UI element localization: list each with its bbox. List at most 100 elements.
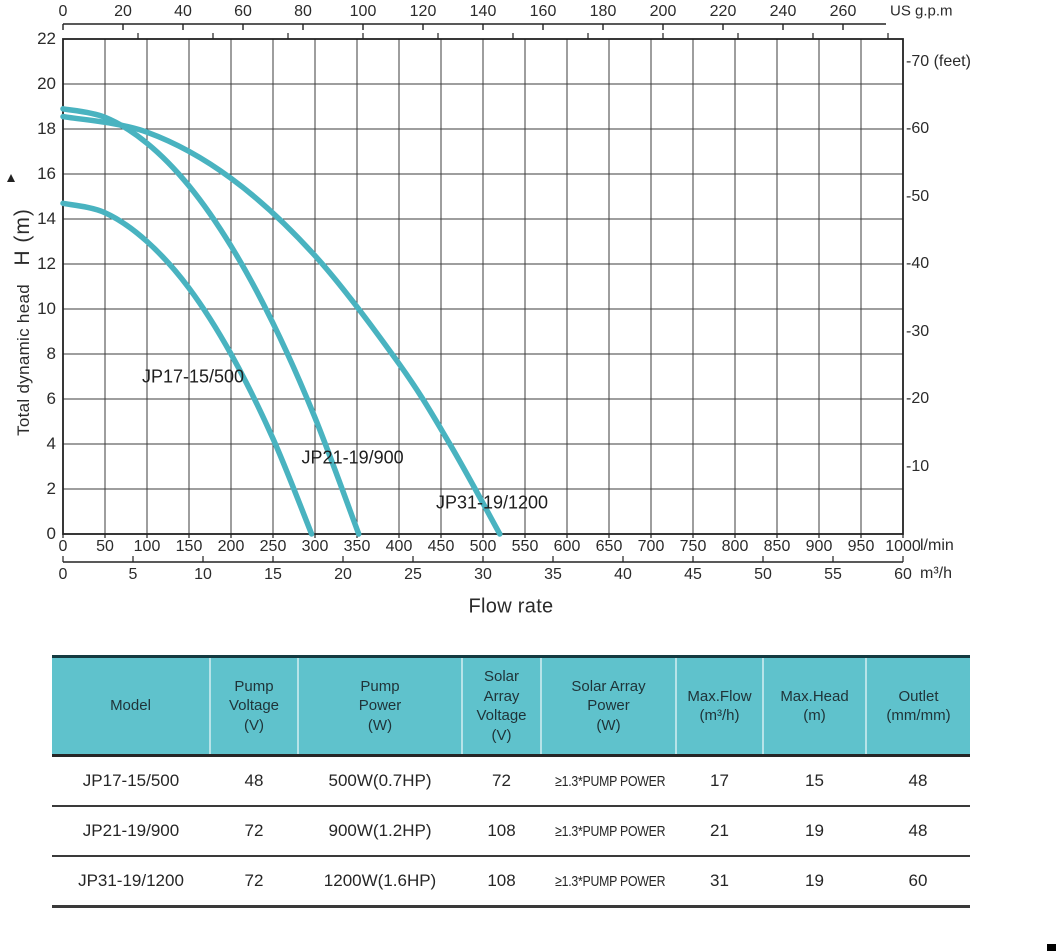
table-cell: 500W(0.7HP) [298,755,462,807]
solar-power-requirement: ≥1.3*PUMP POWER [555,873,666,890]
x-tick-label-m3h: 25 [404,566,422,583]
table-cell: 72 [462,755,541,807]
x-tick-label-usgpm: 0 [58,3,68,20]
curve-label: JP17-15/500 [141,366,245,386]
table-cell: 900W(1.2HP) [298,806,462,857]
y-tick-label-feet: -30 [906,322,930,340]
y-axis-unit-text: H (m) [11,208,34,266]
x-tick-label-m3h: 45 [684,566,702,583]
table-header-row: Model Pump Voltage (V) Pump Power (W) Solar… [52,655,970,757]
table-cell: JP31-19/1200 [52,856,210,908]
x-tick-label-lmin: 800 [721,538,749,555]
table-cell: ≥1.3*PUMP POWER [541,806,676,857]
column-header: Outlet (mm/mm) [865,655,970,757]
x-tick-label-usgpm: 100 [349,3,377,20]
x-axis-title: Flow rate [468,595,554,618]
table-cell: 17 [676,755,763,807]
x-tick-label-lmin: 350 [343,538,371,555]
x-tick-label-lmin: 600 [553,538,581,555]
x-axis-unit-lmin: l/min [920,537,954,554]
table-row: JP31-19/1200 72 1200W(1.6HP) 108 ≥1.3*PUMP P… [52,856,970,908]
y-tick-label-m: 18 [37,119,56,138]
table-row: JP21-19/900 72 900W(1.2HP) 108 ≥1.3*PUMP POW… [52,806,970,857]
x-tick-label-usgpm: 60 [234,3,252,20]
x-tick-label-lmin: 1000 [885,538,921,555]
x-tick-label-usgpm: 20 [114,3,132,20]
x-tick-label-usgpm: 80 [294,3,312,20]
x-tick-label-lmin: 0 [58,538,68,555]
table-cell: 108 [462,806,541,857]
x-tick-label-usgpm: 160 [529,3,557,20]
table-cell: 60 [866,856,970,908]
table-cell: 48 [866,806,970,857]
table-cell: 19 [763,856,866,908]
x-tick-label-m3h: 30 [474,566,492,583]
x-tick-label-lmin: 100 [133,538,161,555]
y-tick-label-m: 22 [37,29,56,48]
x-tick-label-m3h: 15 [264,566,282,583]
table-cell: JP17-15/500 [52,755,210,807]
x-tick-label-lmin: 450 [427,538,455,555]
x-tick-label-usgpm: 180 [589,3,617,20]
curve-label: JP31-19/1200 [435,492,549,512]
x-tick-label-m3h: 60 [894,566,912,583]
table-cell: ≥1.3*PUMP POWER [541,856,676,908]
y-tick-label-m: 4 [46,434,56,453]
column-header: Solar Array Voltage (V) [461,655,541,757]
pump-spec-table: Model Pump Voltage (V) Pump Power (W) Solar… [52,655,970,908]
x-tick-label-lmin: 850 [763,538,791,555]
y-tick-label-m: 2 [46,479,56,498]
x-tick-label-lmin: 50 [96,538,114,555]
x-tick-label-usgpm: 220 [709,3,737,20]
table-cell: ≥1.3*PUMP POWER [541,755,676,807]
column-header: Solar Array Power (W) [540,655,676,757]
table-cell: 48 [866,755,970,807]
y-tick-label-feet: -50 [906,187,930,205]
corner-artifact [1047,944,1056,951]
y-axis-title: Total dynamic head H (m) [11,182,41,462]
table-cell: 72 [210,856,298,908]
x-tick-label-lmin: 250 [259,538,287,555]
axis-direction-arrow-icon [7,174,15,182]
table-cell: 108 [462,856,541,908]
x-tick-label-usgpm: 260 [829,3,857,20]
x-tick-label-usgpm: 40 [174,3,192,20]
y-tick-label-m: 12 [37,254,56,273]
x-tick-label-usgpm: 240 [769,3,797,20]
x-tick-label-lmin: 650 [595,538,623,555]
table-cell: 31 [676,856,763,908]
x-tick-label-lmin: 550 [511,538,539,555]
y-tick-label-feet: -60 [906,120,930,137]
y-tick-label-feet: -10 [906,457,930,475]
table-cell: 48 [210,755,298,807]
table-cell: 1200W(1.6HP) [298,856,462,908]
curve-label: JP21-19/900 [301,447,404,467]
y-tick-label-m: 0 [46,524,56,543]
x-tick-label-lmin: 750 [679,538,707,555]
table-cell: 72 [210,806,298,857]
x-tick-label-m3h: 10 [194,566,212,583]
table-cell: 15 [763,755,866,807]
x-tick-label-m3h: 0 [58,566,68,583]
y-tick-label-feet: -40 [906,255,930,272]
table-cell: JP21-19/900 [52,806,210,857]
x-tick-label-usgpm: 120 [409,3,437,20]
x-tick-label-lmin: 300 [301,538,329,555]
x-tick-label-lmin: 950 [847,538,875,555]
y-tick-label-m: 8 [46,344,56,363]
x-tick-label-lmin: 400 [385,538,413,555]
y-tick-label-feet: -20 [906,390,930,407]
table-cell: 21 [676,806,763,857]
x-tick-label-lmin: 200 [217,538,245,555]
column-header: Model [52,655,210,757]
pump-curve-chart: 0 20 40 60 80 100 120 140 160 180 200 220 240 260 US g… [7,3,971,618]
column-header: Max.Flow (m³/h) [675,655,763,757]
y-tick-label-m: 10 [37,299,56,318]
x-tick-label-m3h: 55 [824,566,842,583]
y-tick-label-m: 14 [37,209,56,228]
x-tick-label-lmin: 150 [175,538,203,555]
y-tick-label-m: 16 [37,164,56,183]
y-axis-title-text: Total dynamic head [14,284,33,436]
x-tick-label-m3h: 40 [614,566,632,583]
